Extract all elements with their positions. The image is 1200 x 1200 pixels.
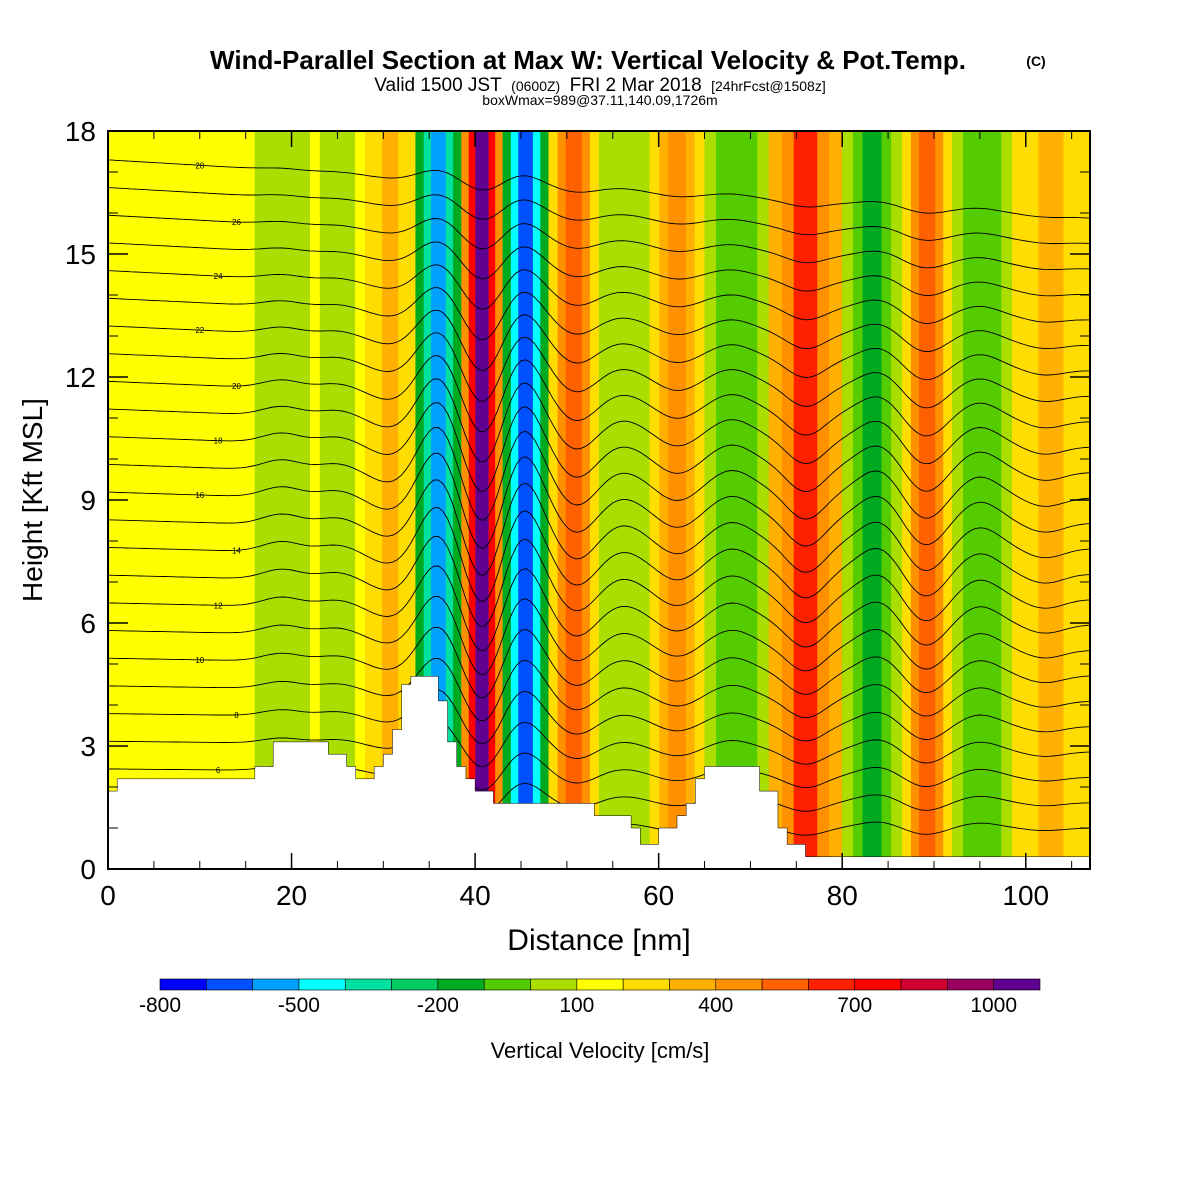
theta-contour-label: 24 <box>214 272 223 281</box>
velocity-band-core <box>565 131 582 869</box>
velocity-band-core <box>1038 131 1064 869</box>
y-axis-label: Height [Kft MSL] <box>17 398 48 602</box>
x-tick-label: 80 <box>827 880 858 911</box>
theta-contour-label: 22 <box>195 326 204 335</box>
colorbar-swatch <box>761 978 809 991</box>
theta-contour <box>108 264 1090 324</box>
colorbar-swatch <box>715 978 763 991</box>
colorbar-tick-label: 1000 <box>970 994 1017 1017</box>
colorbar-swatch <box>530 978 578 991</box>
theta-contour-label: 8 <box>234 711 239 720</box>
y-tick-label: 6 <box>80 608 96 639</box>
velocity-band-core <box>157 131 205 869</box>
velocity-band-core <box>273 131 292 869</box>
theta-contour <box>108 187 1090 244</box>
plot-area: 46810121416182022242628 <box>108 131 1090 869</box>
colorbar-tick-label: 100 <box>559 994 594 1017</box>
theta-contour <box>108 565 1090 652</box>
colorbar-tick-label: 700 <box>837 994 872 1017</box>
velocity-band-core <box>616 131 633 869</box>
terrain-mask <box>108 676 1090 869</box>
theta-contour-label: 14 <box>232 546 241 555</box>
velocity-band-core <box>972 131 992 869</box>
theta-contour <box>108 689 1090 745</box>
x-axis-label: Distance [nm] <box>507 924 690 957</box>
theta-contour <box>108 535 1090 627</box>
chart-subtitle: Valid 1500 JST (0600Z) FRI 2 Mar 2018 [2… <box>374 75 825 96</box>
theta-contour <box>108 507 1090 602</box>
copyright-mark: (C) <box>1026 53 1045 69</box>
velocity-band-core <box>668 131 686 869</box>
theta-contour-label: 26 <box>232 218 241 227</box>
colorbar-swatch <box>622 978 670 991</box>
theta-contour <box>108 355 1090 437</box>
colorbar-swatch <box>669 978 717 991</box>
colorbar-tick-label: -500 <box>278 994 320 1017</box>
theta-contour <box>108 332 1090 409</box>
theta-contour <box>108 214 1090 271</box>
theta-contour <box>108 452 1090 549</box>
chart-title: Wind-Parallel Section at Max W: Vertical… <box>210 45 966 75</box>
x-tick-label: 60 <box>643 880 674 911</box>
theta-contour <box>108 427 1090 521</box>
theta-contour <box>108 287 1090 352</box>
y-tick-label: 3 <box>80 731 96 762</box>
velocity-band-core <box>518 131 533 869</box>
x-tick-label: 20 <box>276 880 307 911</box>
theta-contour <box>108 309 1090 381</box>
colorbar-tick-label: -800 <box>139 994 181 1017</box>
colorbar-swatch <box>947 978 994 991</box>
theta-contour-label: 18 <box>214 437 223 446</box>
theta-contour-label: 20 <box>232 382 241 391</box>
axes: 0 20 40 60 80 100 0 3 6 9 12 15 18 <box>65 116 1090 911</box>
colorbar-swatch <box>993 978 1041 991</box>
y-tick-label: 12 <box>65 362 96 393</box>
colorbar-swatch <box>252 978 300 991</box>
theta-contour-label: 28 <box>195 161 204 170</box>
theta-contour-label: 6 <box>216 766 221 775</box>
y-tick-label: 15 <box>65 239 96 270</box>
theta-contour <box>108 720 1090 768</box>
colorbar-swatch <box>576 978 624 991</box>
box-info: boxWmax=989@37.11,140.09,1726m <box>482 92 717 108</box>
colorbar-swatch <box>206 978 253 991</box>
y-tick-label: 9 <box>80 485 96 516</box>
theta-contour <box>108 658 1090 722</box>
y-tick-label: 0 <box>80 854 96 885</box>
y-tick-label: 18 <box>65 116 96 147</box>
colorbar-swatch <box>437 978 485 991</box>
theta-contour <box>108 159 1090 219</box>
velocity-band-core <box>919 131 936 869</box>
colorbar-swatch <box>298 978 346 991</box>
colorbar-swatch <box>483 978 531 991</box>
colorbar-label: Vertical Velocity [cm/s] <box>491 1038 710 1063</box>
x-tick-label: 40 <box>460 880 491 911</box>
colorbar: -800 -500 -200 100 400 700 1000 <box>139 978 1041 1017</box>
velocity-field <box>108 131 1090 869</box>
velocity-band-core <box>475 131 489 869</box>
theta-contour <box>108 595 1090 675</box>
theta-contour-label: 12 <box>214 601 223 610</box>
velocity-band-core <box>726 131 747 869</box>
theta-contour <box>108 241 1090 297</box>
colorbar-swatch <box>391 978 439 991</box>
theta-contour <box>108 378 1090 465</box>
theta-contour <box>108 402 1090 493</box>
velocity-band-core <box>793 131 818 869</box>
theta-contour-label: 10 <box>195 656 204 665</box>
colorbar-tick-label: 400 <box>698 994 733 1017</box>
x-tick-label: 0 <box>100 880 116 911</box>
colorbar-swatch <box>900 978 948 991</box>
theta-contour <box>108 479 1090 576</box>
colorbar-swatch <box>159 978 207 991</box>
theta-contour <box>108 626 1090 699</box>
colorbar-swatch <box>854 978 902 991</box>
colorbar-tick-label: -200 <box>417 994 459 1017</box>
colorbar-swatch <box>344 978 392 991</box>
theta-contour-label: 16 <box>195 491 204 500</box>
colorbar-swatch <box>808 978 856 991</box>
x-tick-label: 100 <box>1002 880 1049 911</box>
